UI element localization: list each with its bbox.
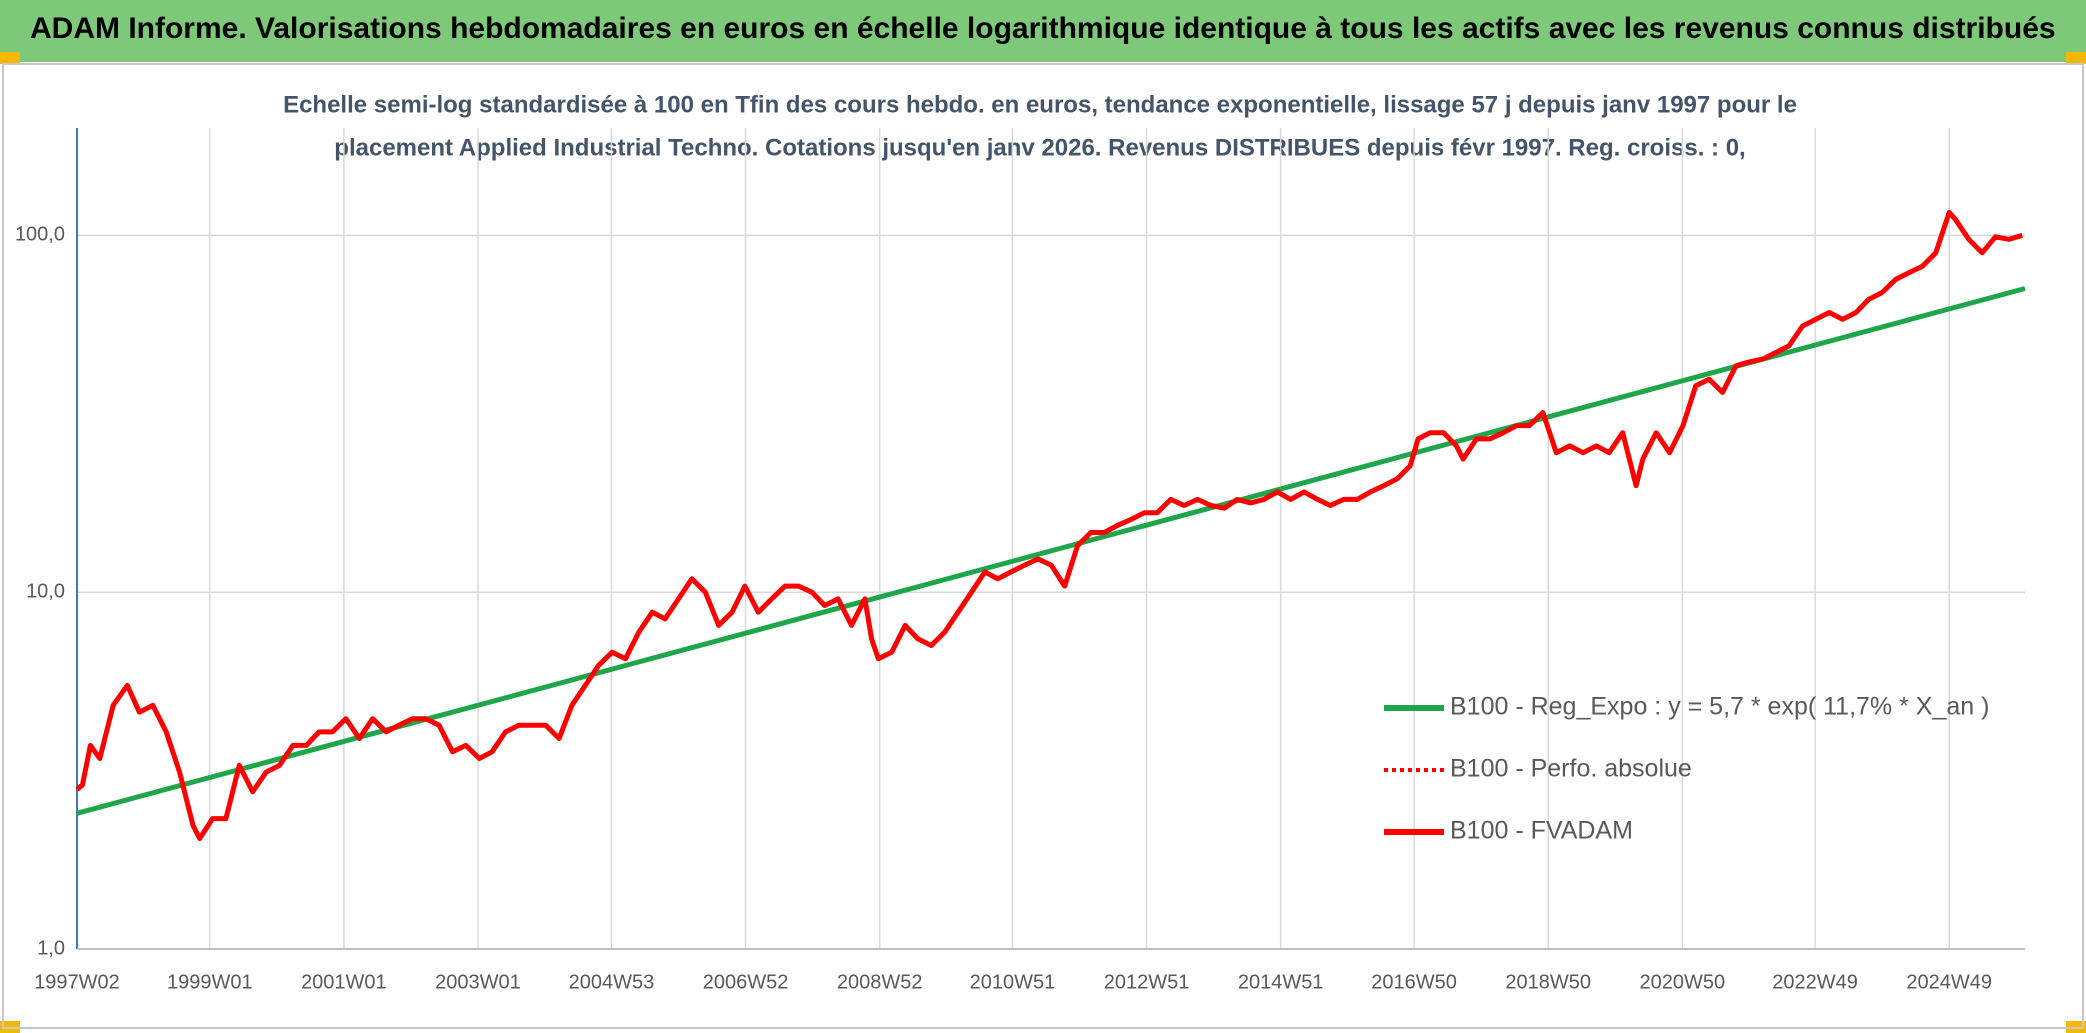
x-tick-label: 2018W50 (1505, 971, 1591, 993)
x-tick-label: 1999W01 (167, 971, 253, 993)
y-tick-label: 1,0 (37, 937, 65, 959)
corner (2066, 52, 2086, 64)
corner (0, 52, 20, 64)
legend-label: B100 - Reg_Expo : y = 5,7 * exp( 11,7% *… (1450, 693, 1989, 721)
x-tick-label: 2012W51 (1104, 971, 1190, 993)
x-tick-label: 2014W51 (1238, 971, 1324, 993)
x-tick-label: 1997W02 (34, 971, 120, 993)
chart-title: ADAM Informe. Valorisations hebdomadaire… (30, 12, 2056, 45)
x-tick-label: 2024W49 (1906, 971, 1992, 993)
x-tick-label: 2016W50 (1371, 971, 1457, 993)
series-line (76, 210, 2023, 840)
x-tick-label: 2003W01 (435, 971, 521, 993)
header-bar (0, 0, 2086, 62)
subtitle: Echelle semi-log standardisée à 100 en T… (283, 91, 1797, 118)
x-tick-label: 2008W52 (837, 971, 923, 993)
legend-label: B100 - FVADAM (1450, 817, 1633, 845)
x-tick-label: 2020W50 (1640, 971, 1726, 993)
legend-label: B100 - Perfo. absolue (1450, 755, 1692, 783)
y-tick-label: 10,0 (26, 580, 65, 602)
frame (2, 63, 2084, 1029)
x-tick-label: 2006W52 (703, 971, 789, 993)
x-tick-label: 2022W49 (1772, 971, 1858, 993)
x-tick-label: 2010W51 (970, 971, 1056, 993)
x-tick-label: 2001W01 (301, 971, 387, 993)
x-tick-label: 2004W53 (569, 971, 655, 993)
y-tick-label: 100,0 (15, 224, 65, 246)
subtitle: placement Applied Industrial Techno. Cot… (334, 134, 1745, 161)
series-line (75, 209, 2023, 841)
